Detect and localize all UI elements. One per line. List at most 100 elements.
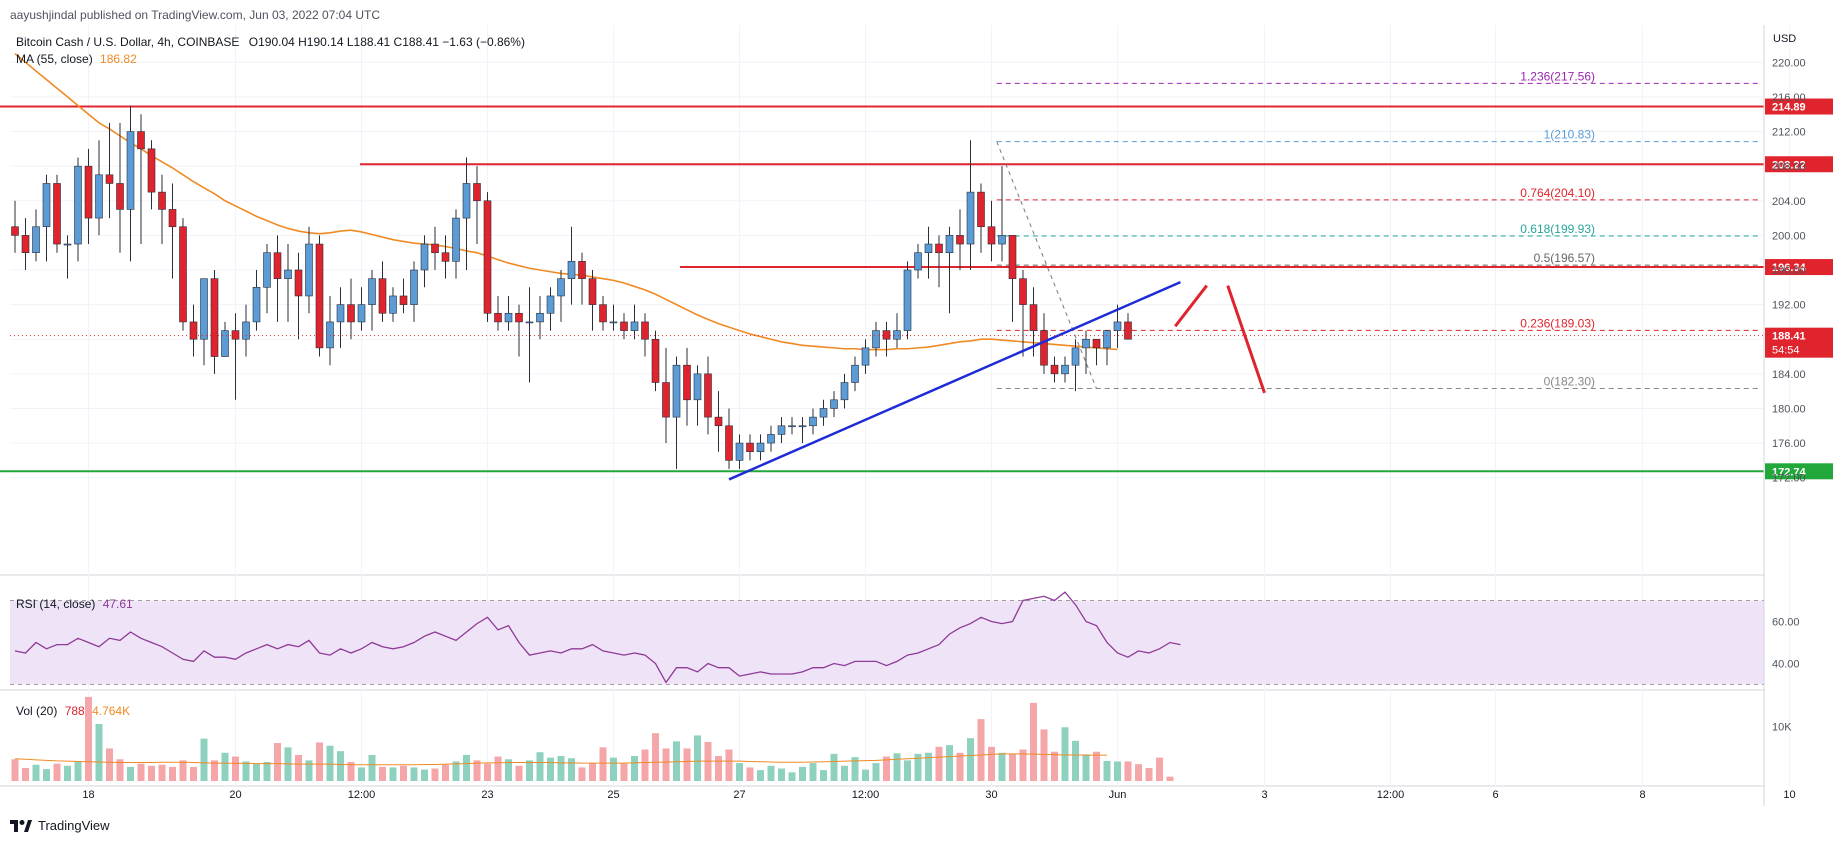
tradingview-brand[interactable]: TradingView [10,818,110,833]
volume-bar [337,751,344,781]
symbol-title: Bitcoin Cash / U.S. Dollar, 4h, COINBASE… [16,35,525,49]
candle-body [924,243,933,253]
volume-bar [116,759,124,781]
candle [746,434,754,461]
time-tick-label: 10 [1783,789,1795,801]
volume-bar [421,769,428,781]
candle-body [683,364,691,401]
candle-body [651,338,660,383]
volume-bar [1019,749,1027,781]
candle [21,218,30,270]
candle-body [11,226,19,236]
volume-bar [977,719,985,781]
volume-bar [1114,761,1121,781]
candle-body [756,442,765,453]
volume-bar [715,756,722,781]
candle-body [987,226,996,245]
volume-bar [148,765,155,781]
candle [137,114,145,245]
ma-legend[interactable]: MA (55, close) 186.82 [16,52,137,66]
price-tick-label: 212.00 [1772,127,1806,139]
candle-body [1040,330,1048,366]
volume-bar [74,762,82,781]
candle [914,244,922,279]
candle-body [399,295,408,305]
time-tick-label: Jun [1109,789,1127,801]
candle [63,235,72,279]
candle [389,287,397,322]
candle-body [1082,338,1090,349]
candle-body [1124,321,1132,340]
volume-bar [736,763,743,781]
volume-bar [820,770,827,781]
projection-up-stroke [1174,284,1208,328]
time-tick-label: 6 [1492,789,1498,801]
candle-body [305,243,313,297]
volume-bar [1082,754,1090,781]
candle-body [147,148,156,193]
drawings [10,280,1764,481]
volume-bar [851,757,859,781]
volume-bar [473,760,481,781]
candle-body [294,269,303,297]
candle [116,122,124,253]
volume-bar [158,764,166,781]
price-tick-label: 216.00 [1772,92,1806,104]
candle [504,295,513,331]
volume-bar [494,756,502,781]
candle [74,157,82,262]
candle-body [515,312,523,323]
candle-body [1061,364,1069,375]
price-tick-label: 176.00 [1772,438,1806,450]
volume-bar [1124,761,1132,781]
volume-bar [893,753,901,781]
candle-body [105,174,114,184]
volume-bar [841,765,848,781]
candle-body [935,243,943,253]
candle [431,226,439,270]
time-tick-label: 20 [229,789,241,801]
fib-level-label: 0(182.30) [1544,375,1595,389]
candle [693,365,702,426]
candle [42,174,51,262]
candle-body [1019,278,1027,305]
volume-bar [379,766,386,781]
candle [452,209,460,279]
candle-body [714,416,723,427]
fib-level-label: 0.618(199.93) [1520,222,1595,236]
candle [221,321,229,357]
volume-bar [106,748,113,781]
candle-body [137,131,145,150]
volume-legend[interactable]: Vol (20) 788 4.764K [16,704,130,718]
volume-bar [232,756,239,781]
volume-bar [526,760,533,781]
rsi-legend[interactable]: RSI (14, close) 47.61 [16,597,133,611]
candle [284,244,292,322]
candle [704,356,712,435]
time-tick-label: 30 [985,789,997,801]
candle [945,226,954,314]
volume-bar [64,765,71,781]
candle [105,122,114,219]
candle [462,157,471,270]
candle-body [798,425,807,428]
candle [158,174,166,245]
candle [1103,330,1111,366]
level-price-badge [1765,463,1833,480]
volume-bar [295,754,302,781]
candle [609,304,618,331]
candle [1071,339,1080,392]
volume-bar [662,748,670,781]
volume-bar [1093,751,1100,781]
volume-bar [788,772,796,781]
candles [11,105,1132,470]
currency-label: USD [1773,33,1797,45]
time-tick-label: 3 [1261,789,1267,801]
candle [956,209,964,270]
volume-legend-label: Vol (20) [16,704,58,718]
price-tick-label: 180.00 [1772,403,1806,415]
volume-bar [442,764,449,781]
candle-body [662,382,670,418]
volume-bar [127,766,134,781]
